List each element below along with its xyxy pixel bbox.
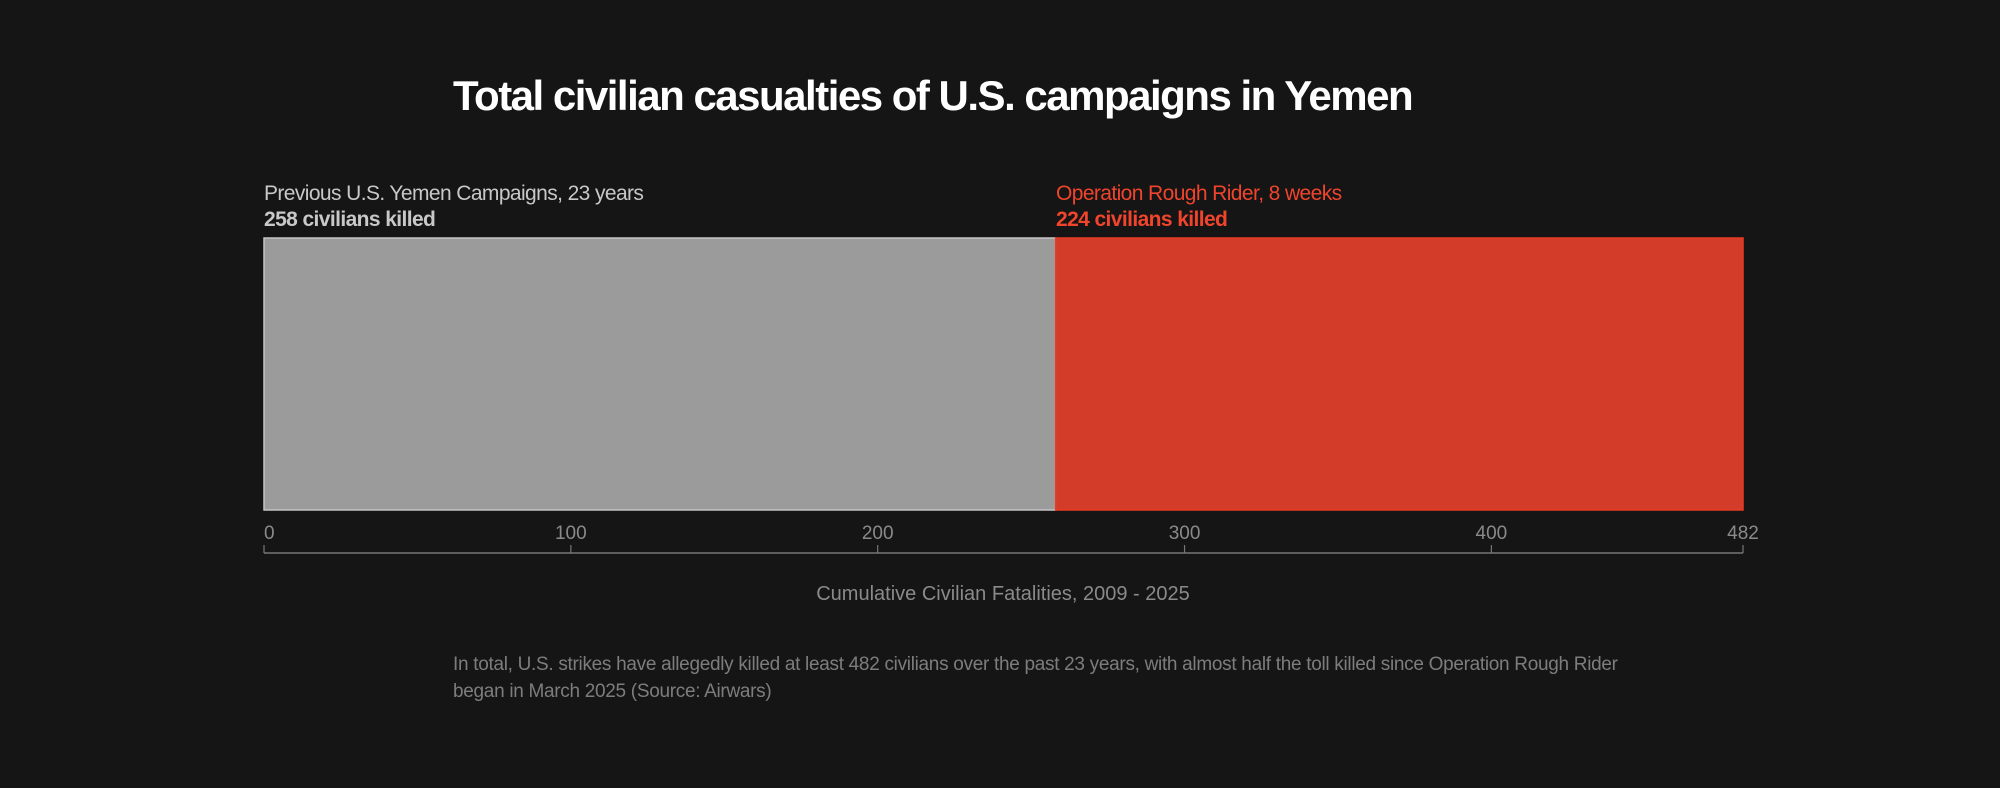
series-value-label-previous: 258 civilians killed: [264, 208, 436, 231]
x-axis-title: Cumulative Civilian Fatalities, 2009 - 2…: [816, 583, 1190, 605]
series-label-previous: Previous U.S. Yemen Campaigns, 23 years: [264, 182, 644, 205]
x-tick-label: 400: [1476, 523, 1508, 544]
x-tick-label: 200: [862, 523, 894, 544]
chart-title: Total civilian casualties of U.S. campai…: [453, 72, 1414, 119]
series-value-label-rough-rider: 224 civilians killed: [1056, 208, 1228, 231]
x-tick-label: 100: [555, 523, 587, 544]
x-tick-label: 482: [1727, 523, 1759, 544]
footnote: In total, U.S. strikes have allegedly ki…: [453, 654, 1618, 702]
x-tick-label: 300: [1169, 523, 1201, 544]
bar-segment-0: [263, 237, 1057, 511]
x-tick-label: 0: [264, 523, 275, 544]
bar-segment-1: [1054, 237, 1744, 511]
series-label-rough-rider: Operation Rough Rider, 8 weeks: [1056, 182, 1342, 205]
